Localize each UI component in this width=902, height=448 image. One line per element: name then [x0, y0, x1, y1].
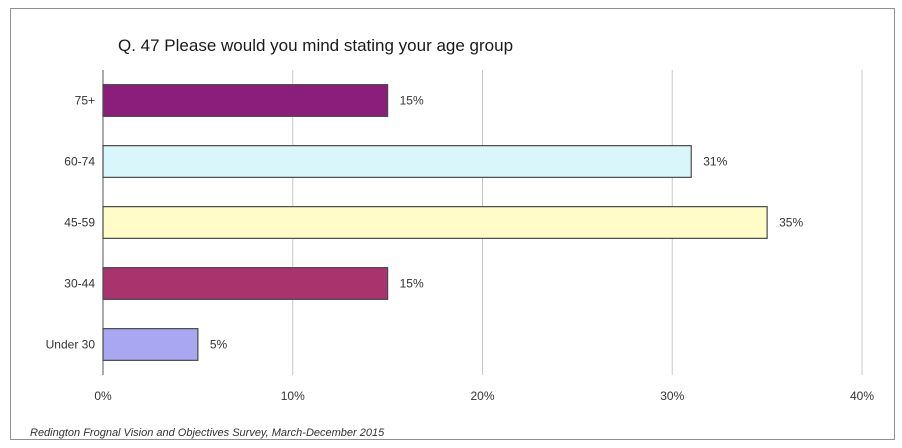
category-label: 45-59 — [64, 216, 95, 230]
data-label: 15% — [400, 277, 424, 291]
x-tick-label: 20% — [470, 389, 494, 403]
data-label: 15% — [400, 94, 424, 108]
data-labels: 15% 31% 35% 15% 5% — [210, 94, 804, 352]
data-label: 5% — [210, 338, 228, 352]
bars — [102, 84, 768, 361]
x-tick-labels: 0% 10% 20% 30% 40% — [94, 389, 874, 403]
x-tick-label: 30% — [660, 389, 684, 403]
x-tick-label: 40% — [850, 389, 874, 403]
bar — [102, 206, 768, 239]
data-label: 31% — [703, 155, 727, 169]
x-tick-label: 0% — [94, 389, 112, 403]
chart-title: Q. 47 Please would you mind stating your… — [118, 36, 514, 55]
bar — [102, 145, 692, 178]
category-label: 75+ — [75, 94, 95, 108]
bar — [102, 267, 389, 300]
x-tick-label: 10% — [281, 389, 305, 403]
data-label: 35% — [779, 216, 803, 230]
bar — [102, 328, 199, 361]
bar — [102, 84, 389, 117]
category-labels: 75+ 60-74 45-59 30-44 Under 30 — [46, 94, 96, 352]
category-label: 60-74 — [64, 155, 95, 169]
category-label: 30-44 — [64, 277, 95, 291]
category-label: Under 30 — [46, 338, 96, 352]
source-footnote: Redington Frognal Vision and Objectives … — [30, 427, 385, 439]
